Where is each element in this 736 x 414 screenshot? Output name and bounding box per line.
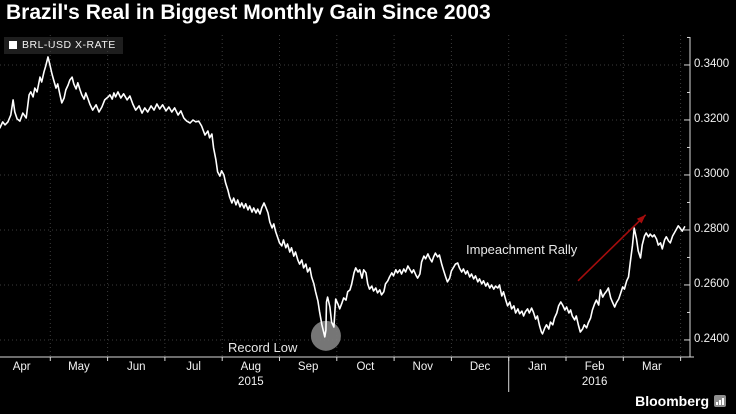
x-tick-label: Jul bbox=[186, 361, 201, 373]
x-tick-label: May bbox=[68, 361, 90, 373]
x-tick-label: Apr bbox=[12, 361, 31, 373]
bloomberg-wordmark: Bloomberg bbox=[635, 393, 709, 409]
chart-title: Brazil's Real in Biggest Monthly Gain Si… bbox=[6, 1, 491, 24]
record-low-annotation: Record Low bbox=[228, 340, 298, 355]
y-tick-label: 0.2600 bbox=[694, 277, 730, 290]
x-tick-label: Oct bbox=[356, 361, 375, 373]
y-tick-label: 0.2400 bbox=[694, 332, 730, 345]
x-tick-label: Dec bbox=[469, 361, 491, 373]
y-tick-label: 0.3000 bbox=[694, 167, 730, 180]
year-label: 2016 bbox=[581, 376, 608, 388]
bar-chart-icon bbox=[714, 395, 726, 407]
impeachment-arrow bbox=[577, 214, 647, 282]
impeachment-rally-annotation: Impeachment Rally bbox=[466, 242, 578, 257]
x-tick-label: Feb bbox=[584, 361, 605, 373]
record-low-marker bbox=[310, 320, 341, 351]
x-tick-label: Jun bbox=[126, 361, 146, 373]
legend-swatch-icon bbox=[9, 41, 17, 49]
x-tick-label: Sep bbox=[297, 361, 319, 373]
price-line bbox=[0, 56, 686, 338]
year-label: 2015 bbox=[238, 376, 264, 388]
x-tick-label: Nov bbox=[412, 361, 433, 373]
legend-label: BRL-USD X-RATE bbox=[22, 39, 116, 51]
bloomberg-brand: Bloomberg bbox=[635, 393, 726, 409]
x-tick-label: Jan bbox=[528, 361, 547, 373]
y-tick-label: 0.3200 bbox=[694, 112, 730, 125]
impeachment-arrowhead bbox=[636, 214, 646, 224]
legend: BRL-USD X-RATE bbox=[4, 37, 123, 54]
y-tick-label: 0.2800 bbox=[694, 222, 730, 235]
x-tick-label: Aug bbox=[240, 361, 262, 373]
y-tick-label: 0.3400 bbox=[694, 57, 730, 70]
x-tick-label: Mar bbox=[642, 361, 662, 373]
